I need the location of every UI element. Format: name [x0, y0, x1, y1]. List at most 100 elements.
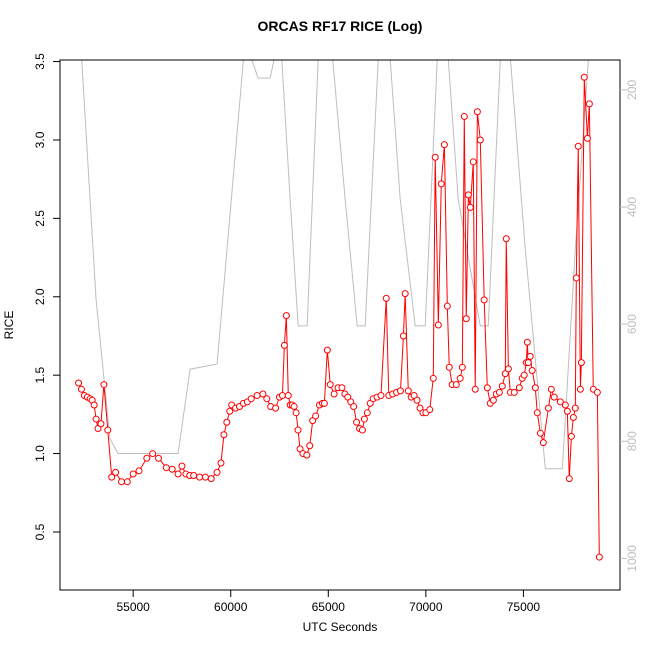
data-point [190, 472, 198, 480]
y-tick-label: 3.0 [33, 131, 47, 148]
y-tick-label: 1.5 [33, 367, 47, 384]
data-point [571, 404, 579, 412]
data-point [108, 473, 116, 481]
data-point [429, 374, 437, 382]
data-point [330, 390, 338, 398]
data-point [282, 312, 290, 320]
data-point [456, 374, 464, 382]
data-point [223, 418, 231, 426]
data-point [253, 392, 261, 400]
data-point [278, 392, 286, 400]
data-point [563, 407, 571, 415]
x-tick-label: 65000 [312, 600, 346, 614]
data-point [489, 396, 497, 404]
data-point [434, 321, 442, 329]
data-point [466, 203, 474, 211]
data-point [471, 385, 479, 393]
data-point [220, 431, 228, 439]
data-point [100, 381, 108, 389]
data-point [358, 426, 366, 434]
y-tick-label: 3.5 [33, 53, 47, 70]
data-point [312, 412, 320, 420]
plot-frame [59, 59, 621, 591]
data-point [280, 341, 288, 349]
data-point [569, 414, 577, 422]
x-axis-label: UTC Seconds [303, 620, 378, 634]
data-point [595, 553, 603, 561]
data-point [363, 409, 371, 417]
data-point [544, 404, 552, 412]
data-point [259, 390, 267, 398]
data-point [338, 384, 346, 392]
data-point [567, 432, 575, 440]
data-point [440, 141, 448, 149]
chart-title: ORCAS RF17 RICE (Log) [258, 18, 423, 34]
data-point [399, 332, 407, 340]
data-point [377, 392, 385, 400]
data-point [458, 363, 466, 371]
data-point [272, 404, 280, 412]
data-point [226, 407, 234, 415]
data-point [565, 475, 573, 483]
data-point [174, 470, 182, 478]
data-point [531, 384, 539, 392]
data-point [524, 359, 532, 367]
y2-tick-label: 800 [625, 431, 639, 451]
data-point [556, 398, 564, 406]
data-point [292, 409, 300, 417]
x-tick-label: 60000 [214, 600, 248, 614]
data-point [213, 468, 221, 476]
data-point [483, 384, 491, 392]
x-tick-label: 75000 [507, 600, 541, 614]
data-point [504, 365, 512, 373]
data-point [112, 468, 120, 476]
data-point [520, 371, 528, 379]
data-point [523, 338, 531, 346]
data-point [196, 473, 204, 481]
data-point [149, 450, 157, 458]
data-point [426, 406, 434, 414]
data-point [593, 388, 601, 396]
data-point [155, 454, 163, 462]
data-point [217, 459, 225, 467]
data-point [326, 381, 334, 389]
data-point [104, 426, 112, 434]
data-point [294, 426, 302, 434]
data-point [443, 302, 451, 310]
data-point [168, 465, 176, 473]
data-point [207, 475, 215, 483]
data-point [515, 384, 523, 392]
data-point [473, 108, 481, 116]
y2-tick-label: 600 [625, 314, 639, 334]
y-tick-label: 0.5 [33, 523, 47, 540]
data-point [431, 153, 439, 161]
data-point [117, 478, 125, 486]
data-point [550, 393, 558, 401]
y-tick-label: 2.0 [33, 288, 47, 305]
data-point [445, 363, 453, 371]
data-point [577, 359, 585, 367]
data-point [284, 392, 292, 400]
data-point [90, 401, 98, 409]
data-point [247, 395, 255, 403]
data-point [382, 294, 390, 302]
data-point [350, 403, 358, 411]
data-point [129, 470, 137, 478]
data-point [77, 385, 85, 393]
data-point [528, 366, 536, 374]
y-axis-label: RICE [2, 311, 16, 340]
x-tick-label: 55000 [116, 600, 150, 614]
series-line [81, 60, 589, 470]
y-tick-label: 2.5 [33, 210, 47, 227]
data-point [498, 382, 506, 390]
data-point [547, 385, 555, 393]
data-point [572, 274, 580, 282]
data-point [539, 439, 547, 447]
data-point [353, 418, 361, 426]
data-point [580, 73, 588, 81]
data-point [303, 451, 311, 459]
data-point [476, 136, 484, 144]
data-point [201, 473, 209, 481]
data-point [533, 409, 541, 417]
data-point [404, 387, 412, 395]
